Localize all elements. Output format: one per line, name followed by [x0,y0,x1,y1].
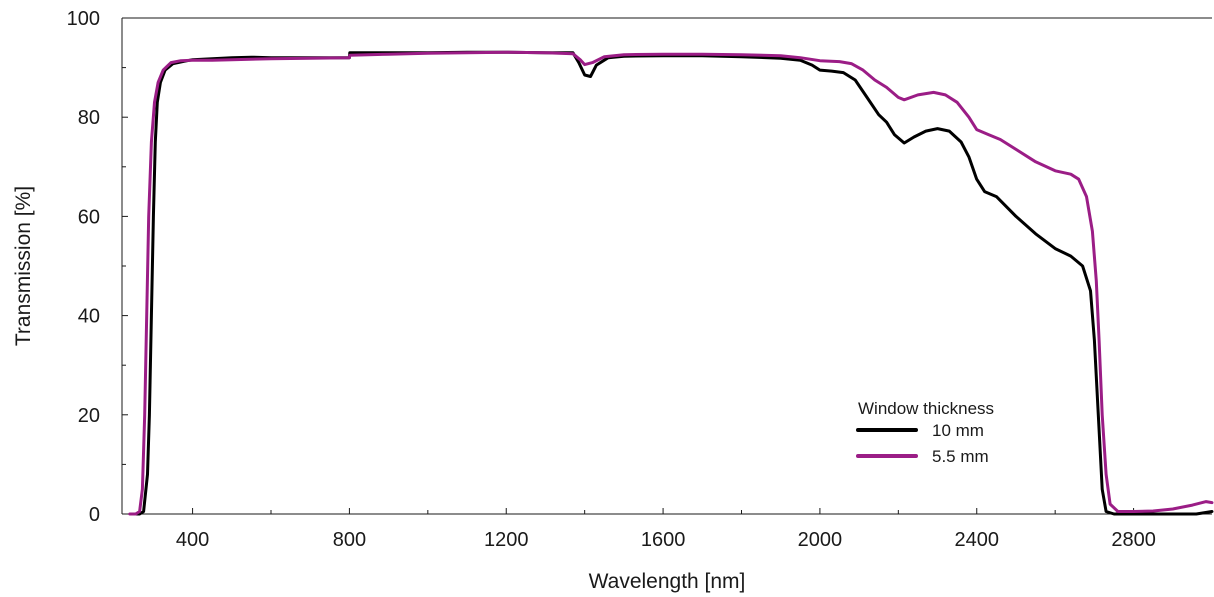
x-tick-label: 2800 [1111,529,1156,551]
legend-title: Window thickness [858,399,994,418]
y-tick-label: 100 [67,8,100,30]
legend-items: 10 mm 5.5 mm [856,421,989,466]
minor-ticks [122,67,1056,514]
y-tick-label: 0 [89,504,100,526]
series-lines [128,50,1214,516]
legend-label: 10 mm [932,421,984,440]
x-tick-label: 2400 [954,529,999,551]
x-tick-labels: 400 800 1200 1600 2000 2400 2800 [176,529,1156,551]
x-tick-label: 1600 [641,529,686,551]
y-tick-label: 40 [78,306,100,328]
y-tick-label: 20 [78,405,100,427]
y-tick-label: 80 [78,107,100,129]
series-line-5-5mm [128,50,1214,516]
x-axis-title: Wavelength [nm] [589,570,746,593]
plot-frame [121,17,1212,515]
y-tick-labels: 0 20 40 60 80 100 [67,8,100,526]
x-tick-label: 2000 [798,529,843,551]
legend-label: 5.5 mm [932,447,989,466]
x-tick-label: 400 [176,529,209,551]
series-line-10mm [130,50,1214,516]
x-tick-label: 1200 [484,529,529,551]
y-tick-label: 60 [78,206,100,228]
y-axis-title: Transmission [%] [12,186,35,346]
x-tick-label: 800 [333,529,366,551]
legend: Window thickness 10 mm 5.5 mm [856,399,994,466]
